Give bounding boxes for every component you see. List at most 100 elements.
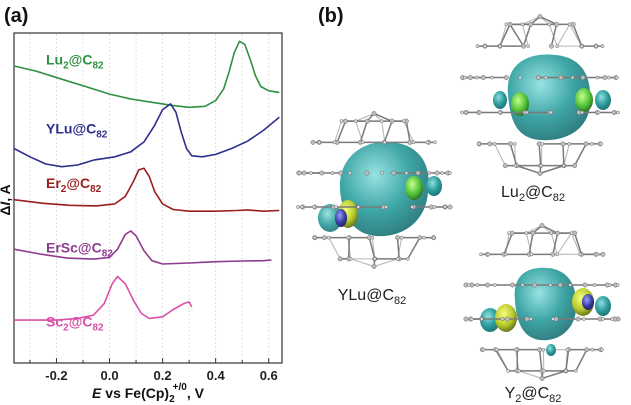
cage-atom xyxy=(469,317,474,321)
mol-ylu-main: YLu xyxy=(338,287,366,304)
cage-atom xyxy=(339,119,344,123)
cage-atom xyxy=(407,139,413,145)
cage-atom xyxy=(506,369,511,373)
cage-bond xyxy=(334,120,343,143)
series-label-sub2: 82 xyxy=(90,184,102,195)
cage-bond xyxy=(542,349,545,371)
series-label: Er2@C82 xyxy=(46,175,102,195)
cage-atom xyxy=(364,118,370,124)
molecule-label-ylu: YLu@C82 xyxy=(338,287,407,307)
cage-atom xyxy=(540,142,544,146)
cage-atom xyxy=(310,139,316,145)
cage-atom xyxy=(526,44,531,48)
cage-atom xyxy=(554,21,559,27)
cage-atom xyxy=(481,347,486,352)
cage-atom xyxy=(395,257,400,261)
cage-atom xyxy=(372,257,377,261)
cage-bond xyxy=(336,120,347,143)
series-line xyxy=(14,275,193,321)
cage-bond xyxy=(552,232,559,255)
cage-atom xyxy=(560,141,566,147)
cage-atom xyxy=(460,110,464,115)
cage-atom xyxy=(539,223,545,229)
cage-atom xyxy=(434,170,440,176)
cage-atom xyxy=(507,231,511,235)
cage-atom xyxy=(417,235,423,241)
series-line xyxy=(13,40,280,109)
series-label-sub2: 82 xyxy=(96,130,108,141)
cage-bond xyxy=(570,232,581,255)
cage-atom xyxy=(537,14,543,20)
cage-atom xyxy=(300,205,304,209)
cage-atom xyxy=(582,282,588,288)
purple-lobe xyxy=(335,209,347,227)
cage-atom xyxy=(479,252,483,257)
cage-bond xyxy=(572,24,583,47)
cage-atom xyxy=(583,141,589,147)
cage-atom xyxy=(548,43,554,49)
cage-atom xyxy=(524,231,529,235)
cage-atom xyxy=(425,140,430,145)
spin-density-lobe xyxy=(426,176,442,196)
cage-atom xyxy=(615,75,619,80)
cage-atom xyxy=(590,347,595,352)
cage-bond xyxy=(499,24,511,47)
series-line xyxy=(13,103,280,168)
cage-atom xyxy=(575,316,581,322)
cage-atom xyxy=(520,22,525,27)
cage-atom xyxy=(573,369,578,373)
cage-bond xyxy=(550,232,558,255)
cage-atom xyxy=(561,163,566,168)
cage-atom xyxy=(353,119,358,123)
series-label: ErSc@C82 xyxy=(46,239,113,259)
x-tick-label: 0.2 xyxy=(154,368,172,383)
cage-bond xyxy=(541,224,558,234)
cage-atom xyxy=(502,163,508,169)
series-label-rest: @C xyxy=(69,314,93,330)
cage-atom xyxy=(337,256,343,262)
fullerene-lu2 xyxy=(460,14,620,176)
cage-atom xyxy=(569,231,574,235)
series-label-sub: 2 xyxy=(63,60,69,71)
grid-lines xyxy=(29,34,270,362)
cage-atom xyxy=(415,170,421,176)
cage-atom xyxy=(308,171,313,175)
cage-atom xyxy=(382,140,387,145)
mol-ylu-rest: @C xyxy=(366,287,394,304)
cage-bond xyxy=(405,121,411,143)
y-axis-prefix: Δ xyxy=(0,206,13,216)
cage-atom xyxy=(492,283,497,287)
cage-atom xyxy=(565,347,570,352)
fullerene-ylu xyxy=(296,111,453,269)
cage-bond xyxy=(516,164,541,175)
cage-bond xyxy=(373,258,399,267)
series-label-main: Sc xyxy=(46,314,63,330)
cage-bond xyxy=(540,143,543,166)
cage-atom xyxy=(483,44,487,48)
series-label-sub: 2 xyxy=(61,184,67,195)
spin-density-lobe xyxy=(480,308,500,332)
y-axis-tail: , A xyxy=(0,184,13,201)
cage-atom xyxy=(477,110,482,115)
cage-bond xyxy=(407,237,421,260)
cage-atom xyxy=(364,170,370,176)
series-label-rest: @C xyxy=(66,175,90,191)
cage-atom xyxy=(389,118,395,124)
cage-atom xyxy=(411,140,416,145)
cage-bond xyxy=(509,23,525,47)
cage-atom xyxy=(570,21,576,27)
cage-atom xyxy=(495,347,499,352)
cage-atom xyxy=(550,251,556,257)
panel-b-label: (b) xyxy=(318,5,344,27)
cage-bond xyxy=(538,143,542,166)
cage-atom xyxy=(607,283,612,287)
cage-atom xyxy=(498,44,502,48)
cage-atom xyxy=(539,163,544,168)
cage-atom xyxy=(503,75,509,81)
mol-y2-rest: @C xyxy=(521,385,549,402)
cage-atom xyxy=(568,283,573,287)
cage-atom xyxy=(600,251,606,257)
voltammetry-chart: -0.2 0.0 0.2 0.4 0.6 Lu2@C82YLu@C82Er2@C82Er… xyxy=(0,32,283,405)
cage-atom xyxy=(509,282,515,288)
